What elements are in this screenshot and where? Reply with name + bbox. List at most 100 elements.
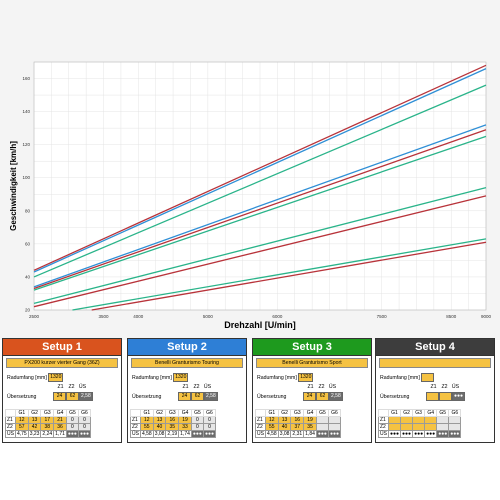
gear-row-label: ÜS <box>255 430 266 438</box>
gear-cell[interactable]: 16 <box>165 416 180 424</box>
gear-cell: ●●● <box>202 430 217 438</box>
y-tick-label: 120 <box>22 142 30 147</box>
radumfang-input[interactable]: 1320 <box>48 373 64 382</box>
z2-header: Z2 <box>193 384 200 390</box>
gear-cell[interactable]: 19 <box>303 416 317 424</box>
gear-cell[interactable]: 13 <box>27 416 42 424</box>
gear-cell[interactable] <box>412 416 426 424</box>
y-tick-label: 160 <box>22 76 30 81</box>
gear-cell[interactable]: 42 <box>27 423 42 431</box>
gear-cell[interactable]: 55 <box>264 423 279 431</box>
gear-row-label: Z2 <box>5 423 16 431</box>
gear-cell[interactable] <box>436 416 450 424</box>
x-tick-label: 8500 <box>446 314 457 319</box>
gear-cell[interactable]: 13 <box>152 416 167 424</box>
gear-cell[interactable]: 17 <box>40 416 55 424</box>
primary-z2-input[interactable]: 62 <box>316 392 329 401</box>
y-tick-label: 100 <box>22 175 30 180</box>
speed-chart: 2500 3500 4000 5000 6000 7500 8500 9000 20 40 60 8… <box>0 0 500 340</box>
gear-cell[interactable] <box>327 416 342 424</box>
gear-cell[interactable]: 0 <box>190 416 204 424</box>
radumfang-row: Radumfang [mm] <box>380 373 435 382</box>
gear-cell[interactable]: 35 <box>165 423 180 431</box>
gear-cell[interactable]: 0 <box>77 423 92 431</box>
gear-cell[interactable]: 55 <box>139 423 154 431</box>
gear-cell: 4,58 <box>264 430 279 438</box>
radumfang-input[interactable] <box>421 373 435 382</box>
gear-cell[interactable]: 0 <box>202 416 217 424</box>
gear-table: G1 G2 G3 G4 G5 G6 Z1 12 13 16 19 0 0 Z2 55 40 35 33 0 0 ÜS 4,… <box>130 409 217 438</box>
gear-cell[interactable] <box>400 423 414 431</box>
series-line-2 <box>33 64 487 271</box>
gear-header: G1 <box>14 409 29 417</box>
radumfang-input[interactable]: 1320 <box>298 373 314 382</box>
gear-cell[interactable]: 33 <box>178 423 192 431</box>
gear-cell[interactable] <box>387 416 402 424</box>
gear-cell: 3,08 <box>277 430 292 438</box>
gear-cell[interactable]: 35 <box>303 423 317 431</box>
gear-cell[interactable]: 12 <box>14 416 29 424</box>
primary-z2-input[interactable]: 62 <box>66 392 79 401</box>
primary-z1-input[interactable]: 24 <box>303 392 316 401</box>
gear-header: G2 <box>152 409 167 417</box>
gear-cell[interactable] <box>315 423 329 431</box>
gear-cell[interactable] <box>424 423 438 431</box>
primary-z2-input[interactable]: 62 <box>191 392 204 401</box>
gear-cell[interactable] <box>387 423 402 431</box>
gear-cell[interactable]: 57 <box>14 423 29 431</box>
gear-cell[interactable]: 0 <box>190 423 204 431</box>
gear-cell[interactable]: 38 <box>40 423 55 431</box>
gear-cell[interactable]: 0 <box>77 416 92 424</box>
gear-cell[interactable]: 12 <box>264 416 279 424</box>
gear-header: G6 <box>448 409 462 417</box>
radumfang-row: Radumfang [mm] 1320 <box>257 373 314 382</box>
gear-cell[interactable]: 0 <box>65 416 79 424</box>
gear-cell[interactable]: 40 <box>152 423 167 431</box>
gear-cell[interactable]: 36 <box>53 423 67 431</box>
y-tick-label: 140 <box>22 109 30 114</box>
gear-cell[interactable]: 12 <box>139 416 154 424</box>
gear-cell[interactable]: 21 <box>53 416 67 424</box>
setup-vehicle-name[interactable]: PX200 kurzer vierter Gang (36Z) <box>6 358 118 368</box>
gear-row-z2: Z2 57 42 38 36 0 0 <box>5 423 92 431</box>
primary-z1-input[interactable] <box>426 392 439 401</box>
gear-cell[interactable] <box>400 416 414 424</box>
setup-panel-3: Setup 3 Benelli Granturismo Sport Radumfan… <box>252 338 372 443</box>
gear-cell: ●●● <box>65 430 79 438</box>
radumfang-input[interactable]: 1320 <box>173 373 189 382</box>
setup-vehicle-name[interactable] <box>379 358 491 368</box>
gear-cell[interactable] <box>448 423 462 431</box>
gear-cell[interactable] <box>424 416 438 424</box>
gear-cell[interactable]: 40 <box>277 423 292 431</box>
gear-row-z2: Z2 55 40 35 33 0 0 <box>130 423 217 431</box>
gear-cell[interactable] <box>448 416 462 424</box>
gear-cell: 2,24 <box>40 430 55 438</box>
setup-panel-4: Setup 4 Radumfang [mm] Z1 Z2 ÜS Übersetzung ●… <box>375 338 495 443</box>
gear-cell[interactable]: 13 <box>277 416 292 424</box>
gear-cell[interactable]: 37 <box>290 423 305 431</box>
gear-cell[interactable]: 16 <box>290 416 305 424</box>
gear-header: G4 <box>424 409 438 417</box>
gear-cell[interactable] <box>315 416 329 424</box>
gear-cell[interactable] <box>412 423 426 431</box>
gear-cell: 3,08 <box>152 430 167 438</box>
primary-z1-input[interactable]: 24 <box>53 392 66 401</box>
primary-z1-input[interactable]: 24 <box>178 392 191 401</box>
gear-cell[interactable]: 0 <box>202 423 217 431</box>
setup-vehicle-name[interactable]: Benelli Granturismo Touring <box>131 358 243 368</box>
gear-cell[interactable] <box>327 423 342 431</box>
setup-vehicle-name[interactable]: Benelli Granturismo Sport <box>256 358 368 368</box>
gear-cell: 1,71 <box>53 430 67 438</box>
series-line-4 <box>33 124 487 288</box>
gear-table: G1 G2 G3 G4 G5 G6 Z1 Z2 ÜS ●●● ●●● ●●● ●●● ●●● ●●● <box>378 409 462 438</box>
gear-header: G6 <box>202 409 217 417</box>
gear-header: G2 <box>400 409 414 417</box>
gear-cell[interactable]: 0 <box>65 423 79 431</box>
gear-header-spacer <box>130 409 141 417</box>
gear-row-label: ÜS <box>130 430 141 438</box>
primary-z2-input[interactable] <box>439 392 452 401</box>
gear-cell[interactable] <box>436 423 450 431</box>
gear-cell[interactable]: 19 <box>178 416 192 424</box>
us-header: ÜS <box>203 384 212 390</box>
gear-header: G4 <box>53 409 67 417</box>
